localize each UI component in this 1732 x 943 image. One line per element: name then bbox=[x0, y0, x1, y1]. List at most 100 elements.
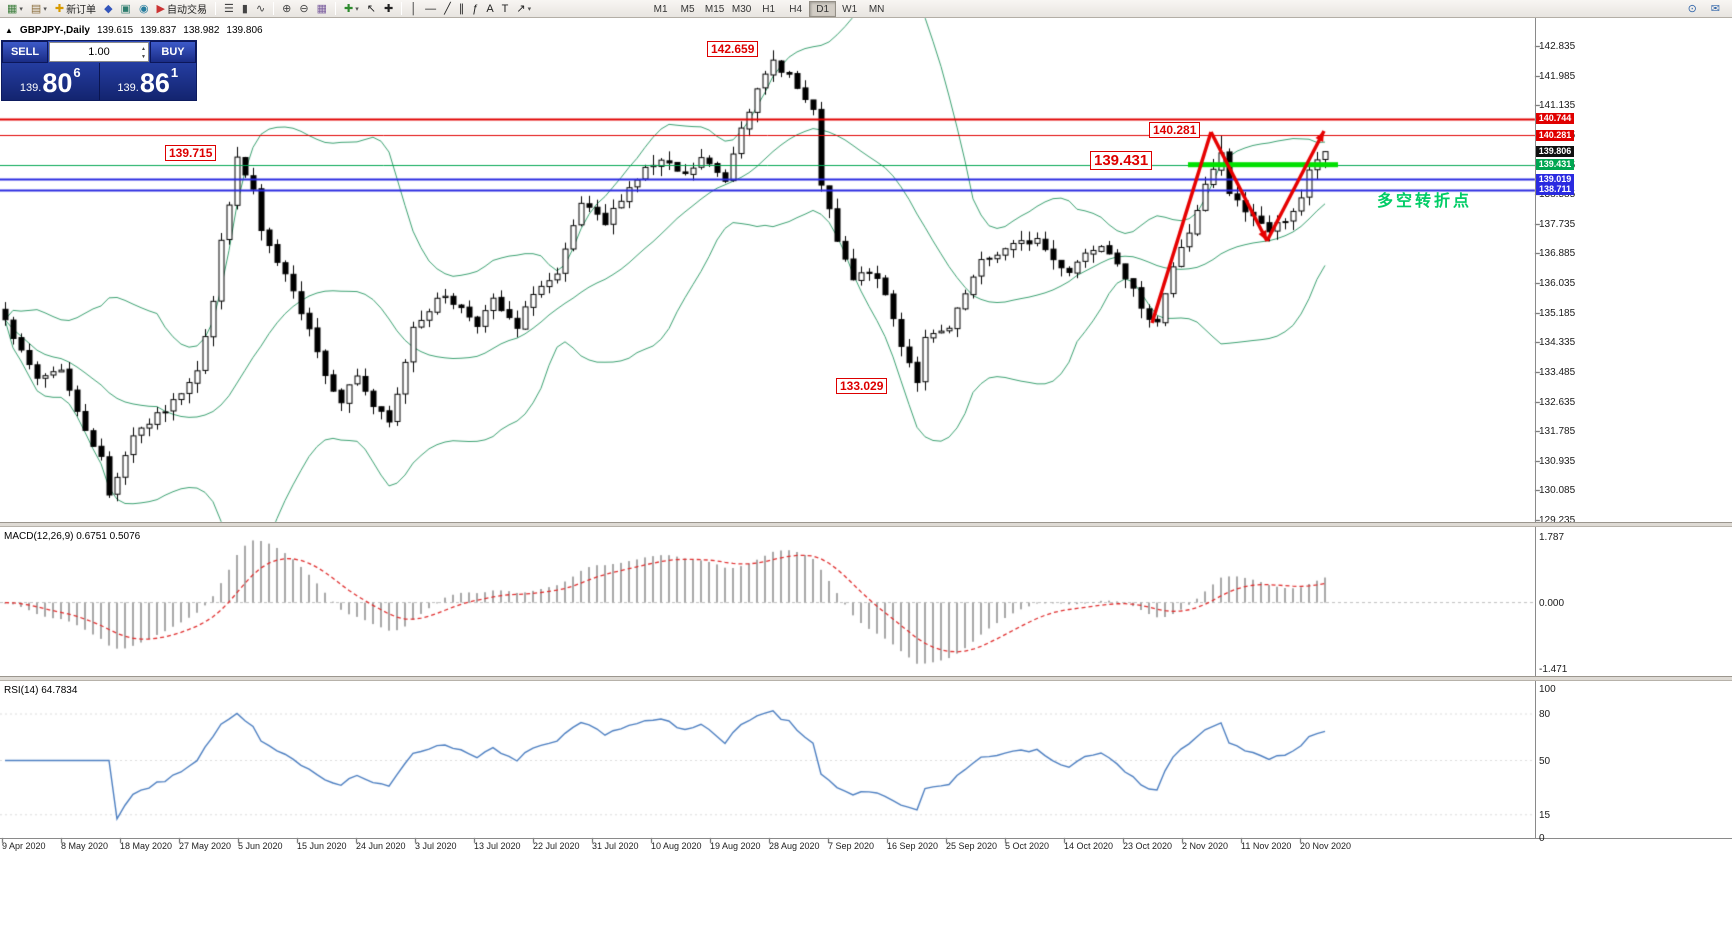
volume-value: 1.00 bbox=[88, 46, 110, 58]
search-icon: ⊙ bbox=[1687, 2, 1697, 15]
label-icon[interactable]: T bbox=[498, 1, 513, 17]
date-axis-label: 27 May 2020 bbox=[179, 841, 232, 851]
spin-up-icon[interactable]: ▲ bbox=[141, 46, 146, 52]
trendline-icon[interactable]: ╱ bbox=[440, 1, 455, 17]
sell-button[interactable]: SELL bbox=[2, 41, 48, 63]
axis-price-badge: 139.431 bbox=[1536, 159, 1574, 171]
candlestick-chart-icon: ▮ bbox=[241, 2, 248, 15]
text-icon[interactable]: A bbox=[482, 1, 497, 17]
fibonacci-icon[interactable]: ƒ bbox=[468, 1, 482, 17]
trade-panel-controls: SELL 1.00 ▲ ▼ BUY bbox=[2, 41, 196, 63]
line-chart-icon[interactable]: ∿ bbox=[252, 1, 269, 17]
date-axis-label: 9 Apr 2020 bbox=[2, 841, 46, 851]
buy-price[interactable]: 139. 86 1 bbox=[100, 63, 197, 100]
buy-price-big: 86 bbox=[139, 68, 170, 98]
timeframe-m30[interactable]: M30 bbox=[728, 1, 755, 17]
date-axis-label: 2 Nov 2020 bbox=[1182, 841, 1229, 851]
crosshair-icon[interactable]: ✚ bbox=[380, 1, 397, 17]
pane-divider-macd[interactable] bbox=[0, 522, 1732, 527]
rsi-axis-tick: 50 bbox=[1539, 755, 1551, 767]
rsi-axis-tick: 0 bbox=[1539, 833, 1545, 844]
date-axis-label: 3 Jul 2020 bbox=[415, 841, 457, 851]
chat-icon[interactable]: ✉ bbox=[1707, 1, 1724, 17]
timeframe-w1[interactable]: W1 bbox=[836, 1, 863, 17]
candlestick-chart-icon[interactable]: ▮ bbox=[238, 1, 252, 17]
toolbar-separator bbox=[335, 2, 337, 15]
date-axis-label: 18 May 2020 bbox=[120, 841, 173, 851]
macd-axis-tick: 0.000 bbox=[1539, 597, 1565, 609]
date-axis-label: 16 Sep 2020 bbox=[887, 841, 939, 851]
search-icon[interactable]: ⊙ bbox=[1684, 1, 1701, 17]
new-order-button[interactable]: ✚ 新订单 bbox=[51, 1, 100, 17]
toolbar-right: ⊙ ✉ bbox=[1684, 1, 1729, 17]
symbol-name: GBPJPY-,Daily bbox=[19, 25, 90, 36]
horizontal-line-icon[interactable]: — bbox=[421, 1, 440, 17]
date-axis-label: 14 Oct 2020 bbox=[1064, 841, 1114, 851]
price-label-annotation[interactable]: 139.715 bbox=[165, 145, 217, 161]
metaeditor-icon[interactable]: ◆ bbox=[100, 1, 116, 17]
autotrading-button[interactable]: ▶ 自动交易 bbox=[153, 1, 211, 17]
terminal-icon[interactable]: ▣ bbox=[117, 1, 135, 17]
arrows-icon[interactable]: ↗ ▾ bbox=[512, 1, 535, 17]
axis-price-badge: 138.711 bbox=[1536, 184, 1574, 196]
crosshair-icon: ✚ bbox=[383, 2, 394, 15]
buy-button[interactable]: BUY bbox=[150, 41, 196, 63]
rsi-label: RSI(14) 64.7834 bbox=[4, 685, 78, 696]
sell-price-sup: 6 bbox=[73, 65, 81, 80]
sell-price[interactable]: 139. 80 6 bbox=[2, 63, 99, 100]
date-axis-label: 31 Jul 2020 bbox=[592, 841, 639, 851]
timeframe-h1[interactable]: H1 bbox=[755, 1, 782, 17]
price-label-annotation[interactable]: 142.659 bbox=[707, 41, 759, 57]
line-chart-icon: ∿ bbox=[255, 2, 266, 15]
price-axis-tick: 130.085 bbox=[1539, 485, 1576, 497]
buy-price-sup: 1 bbox=[170, 65, 179, 80]
vertical-line-icon[interactable]: │ bbox=[406, 1, 421, 17]
dropdown-arrow-icon: ▾ bbox=[527, 5, 532, 13]
date-axis-label: 8 May 2020 bbox=[61, 841, 109, 851]
sell-price-prefix: 139. bbox=[19, 82, 42, 94]
chart-ohlc-info: ▲ GBPJPY-,Daily 139.615 139.837 138.982 … bbox=[5, 25, 263, 37]
bar-chart-icon[interactable]: ☰ bbox=[220, 1, 238, 17]
date-axis-label: 28 Aug 2020 bbox=[769, 841, 820, 851]
price-axis-tick: 137.735 bbox=[1539, 218, 1576, 230]
price-axis-tick: 142.835 bbox=[1539, 41, 1576, 53]
timeframe-mn[interactable]: MN bbox=[863, 1, 890, 17]
toolbar-groups: ▦ ▾ ▤ ▾ ✚ 新订单 ◆ ▣ ◉ ▶ 自动交易 ☰ ▮ ∿ ⊕ ⊖ ▦ ✚ ▾ ↖ ✚ │ — ╱ ∥ ƒ A T ↗ ▾ bbox=[3, 1, 535, 17]
dropdown-arrow-icon: ▾ bbox=[43, 5, 47, 13]
date-axis-label: 25 Sep 2020 bbox=[946, 841, 998, 851]
volume-spinner[interactable]: ▲ ▼ bbox=[141, 45, 146, 61]
timeframe-d1[interactable]: D1 bbox=[809, 0, 837, 17]
cursor-icon: ↖ bbox=[366, 2, 376, 15]
tile-windows-icon[interactable]: ▦ bbox=[313, 1, 331, 17]
zoom-out-icon[interactable]: ⊖ bbox=[295, 1, 312, 17]
price-label-annotation[interactable]: 133.029 bbox=[836, 378, 888, 394]
indicators-icon[interactable]: ✚ ▾ bbox=[340, 1, 363, 17]
volume-input[interactable]: 1.00 ▲ ▼ bbox=[49, 42, 149, 62]
chat-icon: ✉ bbox=[1710, 2, 1720, 15]
axis-price-badge: 140.744 bbox=[1536, 113, 1574, 125]
zoom-in-icon[interactable]: ⊕ bbox=[278, 1, 295, 17]
timeframe-m1[interactable]: M1 bbox=[647, 1, 674, 17]
price-label-annotation[interactable]: 139.431 bbox=[1090, 151, 1153, 170]
spin-down-icon[interactable]: ▼ bbox=[141, 54, 146, 60]
terminal-icon: ▣ bbox=[120, 2, 131, 15]
pane-divider-rsi[interactable] bbox=[0, 676, 1732, 681]
new-chart-icon[interactable]: ▦ ▾ bbox=[3, 1, 27, 17]
trade-panel-divider bbox=[98, 63, 100, 100]
ohlc-open: 139.615 bbox=[96, 25, 134, 36]
strategy-tester-icon[interactable]: ◉ bbox=[135, 1, 153, 17]
channel-icon[interactable]: ∥ bbox=[455, 1, 469, 17]
note-text[interactable]: 多空转折点 bbox=[1377, 193, 1473, 210]
date-axis-label: 23 Oct 2020 bbox=[1123, 841, 1173, 851]
price-label-annotation[interactable]: 140.281 bbox=[1149, 122, 1201, 138]
arrows-icon: ↗ bbox=[516, 2, 526, 15]
chart-profiles-icon[interactable]: ▤ ▾ bbox=[27, 1, 51, 17]
timeframe-h4[interactable]: H4 bbox=[782, 1, 809, 17]
cursor-icon[interactable]: ↖ bbox=[363, 1, 380, 17]
price-axis-tick: 141.135 bbox=[1539, 100, 1576, 112]
rsi-axis-tick: 100 bbox=[1539, 684, 1556, 695]
timeframe-m5[interactable]: M5 bbox=[674, 1, 701, 17]
timeframe-m15[interactable]: M15 bbox=[701, 1, 728, 17]
